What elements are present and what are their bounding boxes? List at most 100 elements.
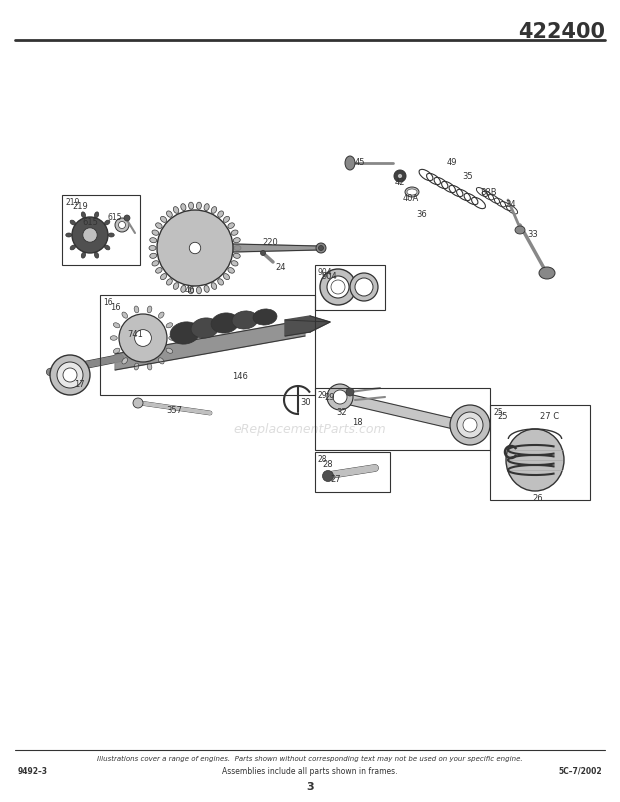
Ellipse shape xyxy=(319,245,324,250)
Ellipse shape xyxy=(232,311,258,329)
Text: 422400: 422400 xyxy=(518,22,605,42)
Bar xyxy=(315,265,385,310)
Ellipse shape xyxy=(218,211,224,217)
Ellipse shape xyxy=(81,212,86,217)
Text: 30: 30 xyxy=(300,398,311,407)
Ellipse shape xyxy=(204,204,209,211)
Text: Illustrations cover a range of engines.  Parts shown without corresponding text : Illustrations cover a range of engines. … xyxy=(97,756,523,762)
Ellipse shape xyxy=(110,336,117,340)
Circle shape xyxy=(157,210,233,286)
Text: 33: 33 xyxy=(527,230,538,239)
Text: 904: 904 xyxy=(322,272,338,281)
Ellipse shape xyxy=(159,312,164,318)
Text: 904: 904 xyxy=(318,268,332,277)
Text: 35: 35 xyxy=(462,172,472,181)
Ellipse shape xyxy=(152,261,159,266)
Text: 219: 219 xyxy=(65,198,79,207)
Text: 40A: 40A xyxy=(403,194,419,203)
Ellipse shape xyxy=(150,253,157,258)
Ellipse shape xyxy=(94,253,99,258)
Ellipse shape xyxy=(134,363,139,370)
Ellipse shape xyxy=(197,287,202,294)
Ellipse shape xyxy=(108,233,114,237)
Circle shape xyxy=(350,273,378,301)
Ellipse shape xyxy=(191,318,219,338)
Text: 28: 28 xyxy=(318,455,327,464)
Text: 24: 24 xyxy=(275,263,285,272)
Text: 49: 49 xyxy=(447,158,458,167)
Bar xyxy=(315,452,390,492)
Circle shape xyxy=(72,217,108,253)
Circle shape xyxy=(457,412,483,438)
Text: 26: 26 xyxy=(532,494,542,503)
Text: 5C–7/2002: 5C–7/2002 xyxy=(559,767,602,776)
Text: 146: 146 xyxy=(232,372,248,381)
Circle shape xyxy=(50,355,90,395)
Text: 16: 16 xyxy=(110,303,121,312)
Ellipse shape xyxy=(204,286,209,292)
Text: 36: 36 xyxy=(416,210,427,219)
Text: 9492–3: 9492–3 xyxy=(18,767,48,776)
Circle shape xyxy=(260,250,265,256)
Text: 42: 42 xyxy=(395,178,405,187)
Polygon shape xyxy=(115,320,305,370)
Polygon shape xyxy=(310,316,330,332)
Circle shape xyxy=(115,218,129,232)
Ellipse shape xyxy=(147,363,152,370)
Ellipse shape xyxy=(515,226,525,234)
Text: 34: 34 xyxy=(505,200,516,209)
Ellipse shape xyxy=(122,312,128,318)
Ellipse shape xyxy=(218,279,224,285)
Polygon shape xyxy=(340,392,462,431)
Ellipse shape xyxy=(166,322,173,328)
Circle shape xyxy=(189,242,201,253)
Polygon shape xyxy=(285,316,310,336)
Circle shape xyxy=(331,280,345,294)
Text: Assemblies include all parts shown in frames.: Assemblies include all parts shown in fr… xyxy=(222,767,398,776)
Ellipse shape xyxy=(105,245,110,250)
Ellipse shape xyxy=(66,233,72,237)
Ellipse shape xyxy=(233,253,240,258)
Ellipse shape xyxy=(152,230,159,235)
Text: 25: 25 xyxy=(493,408,503,417)
Ellipse shape xyxy=(150,237,157,243)
Ellipse shape xyxy=(223,217,229,222)
Circle shape xyxy=(397,173,402,179)
Text: 29: 29 xyxy=(324,393,335,402)
Circle shape xyxy=(355,278,373,296)
Ellipse shape xyxy=(233,237,240,243)
Text: 28: 28 xyxy=(322,460,332,469)
Text: 220: 220 xyxy=(262,238,278,247)
Ellipse shape xyxy=(122,358,128,364)
Ellipse shape xyxy=(211,313,239,333)
Circle shape xyxy=(118,221,125,229)
Ellipse shape xyxy=(156,223,162,229)
Text: 615: 615 xyxy=(82,218,98,227)
Ellipse shape xyxy=(231,261,238,266)
Ellipse shape xyxy=(166,348,173,353)
Circle shape xyxy=(327,384,353,410)
Bar xyxy=(490,405,590,500)
Circle shape xyxy=(133,398,143,408)
Circle shape xyxy=(320,269,356,305)
Text: 3: 3 xyxy=(306,782,314,792)
Text: 29: 29 xyxy=(318,391,327,400)
Ellipse shape xyxy=(167,211,172,217)
Ellipse shape xyxy=(161,273,167,280)
Ellipse shape xyxy=(407,189,417,195)
Circle shape xyxy=(124,215,130,221)
Circle shape xyxy=(394,170,406,182)
Ellipse shape xyxy=(506,429,564,491)
Text: 16: 16 xyxy=(103,298,113,307)
Circle shape xyxy=(135,330,151,346)
Ellipse shape xyxy=(134,306,139,313)
Circle shape xyxy=(63,368,77,382)
Text: 219: 219 xyxy=(72,202,88,211)
Ellipse shape xyxy=(211,283,216,290)
Circle shape xyxy=(346,388,354,396)
Ellipse shape xyxy=(174,207,179,213)
Ellipse shape xyxy=(181,204,186,211)
Circle shape xyxy=(57,362,83,388)
Ellipse shape xyxy=(174,283,179,290)
Text: 357: 357 xyxy=(166,406,182,415)
